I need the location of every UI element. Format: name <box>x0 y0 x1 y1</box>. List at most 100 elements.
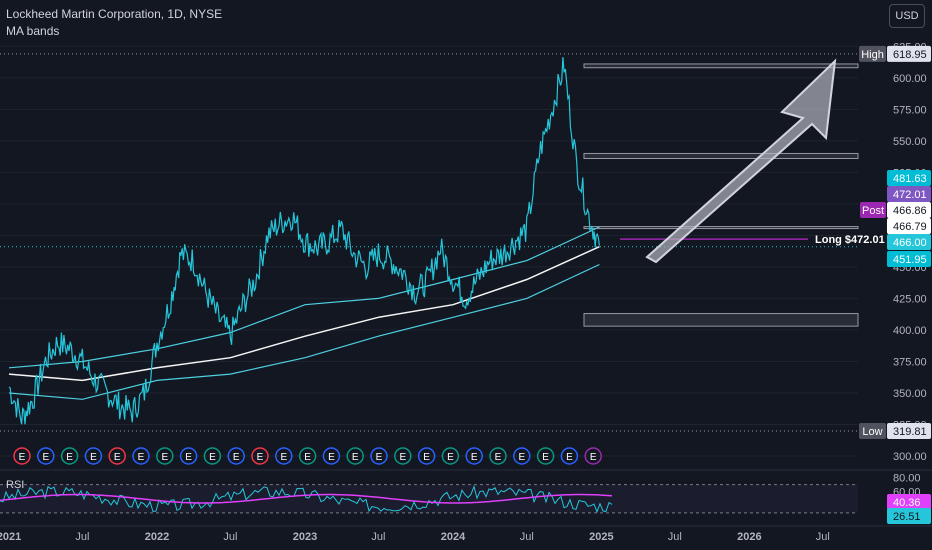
earnings-marker: E <box>471 452 478 463</box>
post-tag-bg <box>860 202 886 218</box>
earnings-marker-ring <box>489 447 507 465</box>
x-tick-label: Jul <box>75 531 89 543</box>
x-tick-label: Jul <box>816 531 830 543</box>
rsi-ma-line <box>0 493 613 504</box>
price-tag: 472.01 <box>893 189 927 201</box>
earnings-marker-ring <box>370 447 388 465</box>
x-tick-label: 2023 <box>293 531 317 543</box>
x-tick-label: 2026 <box>737 531 761 543</box>
earnings-marker-ring <box>108 447 126 465</box>
earnings-marker: E <box>518 452 525 463</box>
earnings-marker: E <box>114 452 121 463</box>
support-resistance-zone <box>583 63 859 69</box>
y-tick-label: 300.00 <box>893 451 927 463</box>
earnings-marker: E <box>542 452 549 463</box>
earnings-marker: E <box>161 452 168 463</box>
price-tag-bg <box>887 170 931 186</box>
earnings-marker-ring <box>584 447 602 465</box>
earnings-marker: E <box>590 452 597 463</box>
earnings-marker-ring <box>132 447 150 465</box>
rsi-tag: 40.36 <box>893 497 921 509</box>
earnings-marker: E <box>138 452 145 463</box>
price-tag-bg <box>887 186 931 202</box>
post-label: Post <box>862 205 884 217</box>
x-tick-label: 2021 <box>0 531 21 543</box>
y-tick-label: 400.00 <box>893 325 927 337</box>
support-resistance-zone <box>583 152 859 159</box>
rsi-ma-tag: 26.51 <box>893 511 921 523</box>
y-tick-label: 425.00 <box>893 293 927 305</box>
price-line <box>8 57 600 425</box>
earnings-marker-ring <box>322 447 341 465</box>
low-price-bg <box>887 423 931 440</box>
earnings-marker-ring <box>298 447 317 465</box>
earnings-marker-ring <box>560 447 579 465</box>
rsi-label: RSI <box>6 479 24 491</box>
earnings-marker-ring <box>441 447 460 465</box>
low-label: Low <box>862 426 882 438</box>
rsi-ma-tag-bg <box>887 508 931 524</box>
earnings-marker: E <box>42 452 49 463</box>
price-tag: 466.00 <box>893 237 927 249</box>
earnings-marker: E <box>19 452 26 463</box>
earnings-marker-ring <box>13 447 31 465</box>
earnings-marker: E <box>399 452 406 463</box>
earnings-marker-ring <box>417 447 436 465</box>
earnings-marker: E <box>209 452 216 463</box>
rsi-tag-bg <box>887 494 931 510</box>
symbol-title: Lockheed Martin Corporation, 1D, NYSE <box>6 7 223 21</box>
earnings-marker: E <box>423 452 430 463</box>
earnings-marker: E <box>495 452 502 463</box>
earnings-marker: E <box>304 452 311 463</box>
earnings-marker-ring <box>394 447 412 465</box>
support-resistance-zone <box>583 313 859 327</box>
earnings-marker: E <box>328 452 335 463</box>
price-tag-bg <box>887 234 931 250</box>
x-tick-label: Jul <box>223 531 237 543</box>
trend-arrow <box>645 58 837 264</box>
chart-legend: Lockheed Martin Corporation, 1D, NYSE MA… <box>6 6 222 40</box>
y-tick-label: 550.00 <box>893 136 927 148</box>
earnings-marker: E <box>90 452 97 463</box>
earnings-marker-ring <box>275 447 293 465</box>
earnings-marker-ring <box>37 447 55 465</box>
earnings-marker-ring <box>536 447 555 465</box>
x-tick-label: 2022 <box>145 531 169 543</box>
indicator-name: MA bands <box>6 24 60 38</box>
y-tick-label: 350.00 <box>893 388 927 400</box>
earnings-marker: E <box>257 452 264 463</box>
earnings-marker-ring <box>465 447 483 465</box>
x-tick-label: Jul <box>371 531 385 543</box>
high-price-bg <box>887 45 931 62</box>
price-tag-bg <box>887 202 931 218</box>
price-tag-bg <box>887 218 931 234</box>
ma-middle-line <box>8 246 600 382</box>
earnings-marker: E <box>66 452 73 463</box>
x-tick-label: Jul <box>520 531 534 543</box>
y-tick-label: 375.00 <box>893 356 927 368</box>
earnings-marker: E <box>185 452 192 463</box>
earnings-marker-ring <box>156 447 174 465</box>
price-tag: 481.63 <box>893 173 927 185</box>
currency-button[interactable]: USD <box>889 4 925 28</box>
earnings-marker: E <box>352 452 359 463</box>
y-tick-label: 600.00 <box>893 73 927 85</box>
price-tag: 466.79 <box>893 221 927 233</box>
x-tick-label: Jul <box>668 531 682 543</box>
earnings-marker: E <box>566 452 573 463</box>
earnings-marker-ring <box>513 447 531 465</box>
high-price: 618.95 <box>893 49 927 61</box>
ma-upper-band <box>8 226 600 369</box>
rsi-tick-label: 80.00 <box>893 473 921 485</box>
earnings-marker-ring <box>60 447 79 465</box>
long-position-label: Long $472.01 <box>815 234 885 246</box>
earnings-marker-ring <box>84 447 103 465</box>
support-resistance-zone <box>583 226 859 230</box>
high-tag-bg <box>859 45 886 62</box>
low-price: 319.81 <box>893 426 927 438</box>
high-label: High <box>861 49 884 61</box>
y-tick-label: 575.00 <box>893 104 927 116</box>
earnings-marker: E <box>376 452 383 463</box>
earnings-marker: E <box>280 452 287 463</box>
